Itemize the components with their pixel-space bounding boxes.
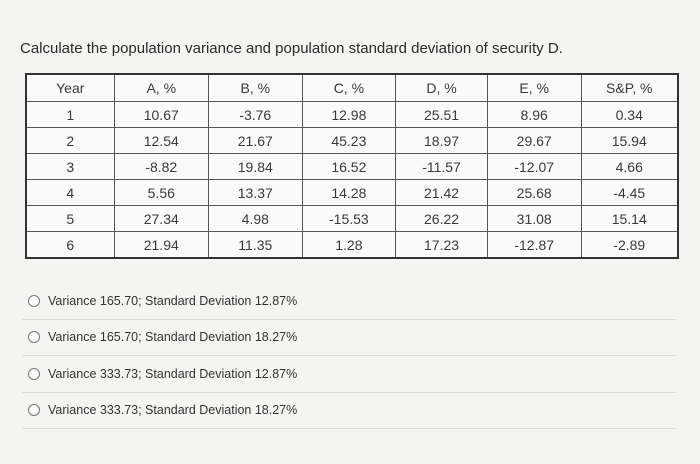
table-cell: 4.98 [208,205,303,232]
table-row: 4 5.56 13.37 14.28 21.42 25.68 -4.45 [25,179,679,206]
table-cell: 15.94 [580,127,679,154]
table-cell: 3 [25,153,115,180]
option-text: Variance 165.70; Standard Deviation 18.2… [48,330,298,345]
header-cell: E, % [486,73,582,102]
table-cell: -12.87 [486,231,582,259]
data-table: Year A, % B, % C, % D, % E, % S&P, % 1 10.67 -3.7… [25,73,679,259]
table-cell: -2.89 [580,231,679,259]
header-cell: S&P, % [580,73,679,102]
table-cell: 4 [25,179,115,206]
header-cell: D, % [395,73,488,102]
option-text: Variance 165.70; Standard Deviation 12.8… [48,293,298,308]
table-row: 3 -8.82 19.84 16.52 -11.57 -12.07 4.66 [25,153,679,180]
option[interactable]: Variance 333.73; Standard Deviation 18.2… [22,393,677,429]
radio-button[interactable] [28,367,40,380]
table-cell: 12.98 [301,101,397,128]
header-cell: B, % [208,73,303,102]
table-cell: 21.94 [113,231,210,259]
table-cell: 0.34 [580,101,679,128]
radio-button[interactable] [28,331,40,344]
table-cell: 21.42 [395,179,488,206]
table-cell: 17.23 [395,231,488,259]
table-cell: 15.14 [580,205,679,232]
table-cell: 11.35 [208,231,303,259]
option[interactable]: Variance 333.73; Standard Deviation 12.8… [22,356,677,393]
table-cell: 19.84 [208,153,303,180]
table-cell: 14.28 [301,179,397,206]
table-cell: -15.53 [301,205,397,232]
options: Variance 165.70; Standard Deviation 12.8… [22,283,677,429]
question: Calculate the population variance and po… [20,40,563,57]
table-cell: -8.82 [113,153,210,180]
header-row: Year A, % B, % C, % D, % E, % S&P, % [25,73,679,102]
radio-button[interactable] [28,294,40,307]
table-cell: -11.57 [395,153,488,180]
table-cell: -3.76 [208,101,303,128]
table-row: 2 12.54 21.67 45.23 18.97 29.67 15.94 [25,127,679,154]
table-row: 6 21.94 11.35 1.28 17.23 -12.87 -2.89 [25,231,679,259]
table-cell: 18.97 [395,127,488,154]
table-row: 1 10.67 -3.76 12.98 25.51 8.96 0.34 [25,101,679,128]
table-cell: 8.96 [486,101,582,128]
table-cell: 31.08 [486,205,582,232]
table-cell: 10.67 [113,101,210,128]
table-cell: 5.56 [113,179,210,206]
table-cell: 16.52 [301,153,397,180]
option[interactable]: Variance 165.70; Standard Deviation 12.8… [22,283,677,320]
header-cell: A, % [113,73,210,102]
table-cell: 13.37 [208,179,303,206]
table-cell: 27.34 [113,205,210,232]
table-cell: 25.68 [486,179,582,206]
radio-button[interactable] [28,404,40,417]
table-cell: 12.54 [113,127,210,154]
table-cell: 2 [25,127,115,154]
header-cell: Year [25,73,115,102]
table-cell: -4.45 [580,179,679,206]
table-cell: 21.67 [208,127,303,154]
table-cell: -12.07 [486,153,582,180]
table-cell: 4.66 [580,153,679,180]
table-cell: 25.51 [395,101,488,128]
table-cell: 26.22 [395,205,488,232]
option-text: Variance 333.73; Standard Deviation 12.8… [48,366,298,381]
table-cell: 1.28 [301,231,397,259]
table-cell: 45.23 [301,127,397,154]
option-text: Variance 333.73; Standard Deviation 18.2… [48,403,298,418]
table-cell: 5 [25,205,115,232]
table-cell: 29.67 [486,127,582,154]
table-cell: 1 [25,101,115,128]
header-cell: C, % [301,73,397,102]
table-row: 5 27.34 4.98 -15.53 26.22 31.08 15.14 [25,205,679,232]
option[interactable]: Variance 165.70; Standard Deviation 18.2… [22,320,677,356]
table-cell: 6 [25,231,115,259]
